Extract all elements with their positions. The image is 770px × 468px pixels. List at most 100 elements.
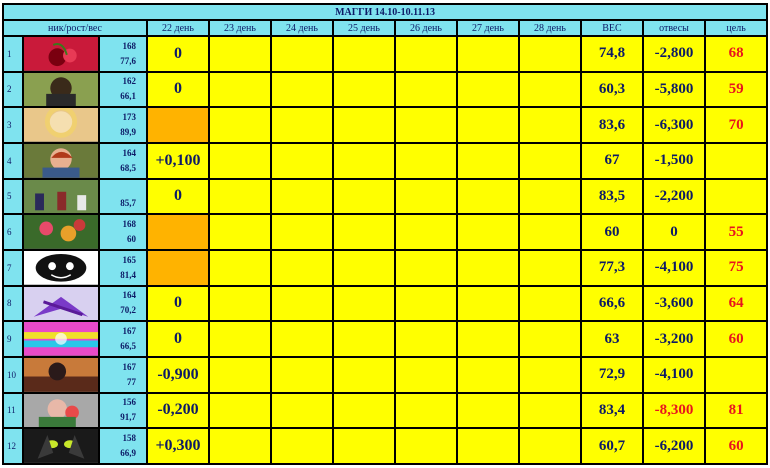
goal-cell[interactable] — [703, 141, 769, 180]
day-28-cell[interactable] — [518, 70, 582, 109]
day-27-cell[interactable] — [456, 177, 520, 216]
day-27-cell[interactable] — [456, 213, 520, 251]
day-27-cell[interactable] — [456, 70, 520, 109]
day-26-cell[interactable] — [394, 355, 458, 394]
day-26-cell[interactable] — [394, 284, 458, 323]
day-22-cell[interactable] — [146, 106, 210, 144]
day-22-cell[interactable]: -0,900 — [146, 355, 210, 394]
day-26-cell[interactable] — [394, 391, 458, 430]
goal-cell[interactable]: 59 — [703, 70, 769, 109]
day-28-cell[interactable] — [518, 284, 582, 323]
day-26-cell[interactable] — [394, 213, 458, 251]
day-25-cell[interactable] — [332, 248, 396, 287]
weight-cell[interactable]: 66,6 — [580, 284, 644, 323]
day-25-cell[interactable] — [332, 355, 396, 394]
day-27-cell[interactable] — [456, 427, 520, 465]
loss-cell[interactable]: -6,300 — [642, 106, 706, 144]
weight-cell[interactable]: 60 — [580, 213, 644, 251]
day-24-cell[interactable] — [270, 106, 334, 144]
day-22-cell[interactable]: +0,100 — [146, 141, 210, 180]
day-26-cell[interactable] — [394, 427, 458, 465]
day-25-cell[interactable] — [332, 141, 396, 180]
day-24-cell[interactable] — [270, 391, 334, 430]
day-27-cell[interactable] — [456, 320, 520, 358]
day-23-cell[interactable] — [208, 213, 272, 251]
day-24-cell[interactable] — [270, 355, 334, 394]
day-25-cell[interactable] — [332, 177, 396, 216]
day-23-cell[interactable] — [208, 320, 272, 358]
loss-cell[interactable]: -5,800 — [642, 70, 706, 109]
goal-cell[interactable]: 70 — [703, 106, 769, 144]
day-23-cell[interactable] — [208, 355, 272, 394]
loss-cell[interactable]: -4,100 — [642, 355, 706, 394]
day-23-cell[interactable] — [208, 106, 272, 144]
day-24-cell[interactable] — [270, 320, 334, 358]
goal-cell[interactable]: 81 — [703, 391, 769, 430]
day-22-cell[interactable]: 0 — [146, 177, 210, 216]
day-27-cell[interactable] — [456, 106, 520, 144]
day-22-cell[interactable]: 0 — [146, 320, 210, 358]
weight-cell[interactable]: 83,4 — [580, 391, 644, 430]
day-25-cell[interactable] — [332, 213, 396, 251]
day-23-cell[interactable] — [208, 177, 272, 216]
day-23-cell[interactable] — [208, 391, 272, 430]
day-27-cell[interactable] — [456, 35, 520, 73]
weight-cell[interactable]: 67 — [580, 141, 644, 180]
day-25-cell[interactable] — [332, 391, 396, 430]
day-28-cell[interactable] — [518, 35, 582, 73]
day-25-cell[interactable] — [332, 106, 396, 144]
day-25-cell[interactable] — [332, 284, 396, 323]
weight-cell[interactable]: 83,6 — [580, 106, 644, 144]
day-27-cell[interactable] — [456, 248, 520, 287]
day-22-cell[interactable]: -0,200 — [146, 391, 210, 430]
day-25-cell[interactable] — [332, 35, 396, 73]
day-23-cell[interactable] — [208, 35, 272, 73]
day-23-cell[interactable] — [208, 284, 272, 323]
loss-cell[interactable]: -4,100 — [642, 248, 706, 287]
loss-cell[interactable]: -8,300 — [642, 391, 706, 430]
day-23-cell[interactable] — [208, 141, 272, 180]
loss-cell[interactable]: -3,200 — [642, 320, 706, 358]
day-22-cell[interactable] — [146, 213, 210, 251]
day-24-cell[interactable] — [270, 213, 334, 251]
day-23-cell[interactable] — [208, 248, 272, 287]
day-25-cell[interactable] — [332, 427, 396, 465]
day-27-cell[interactable] — [456, 284, 520, 323]
day-28-cell[interactable] — [518, 177, 582, 216]
day-24-cell[interactable] — [270, 284, 334, 323]
day-22-cell[interactable]: 0 — [146, 35, 210, 73]
weight-cell[interactable]: 60,7 — [580, 427, 644, 465]
day-26-cell[interactable] — [394, 106, 458, 144]
day-26-cell[interactable] — [394, 70, 458, 109]
day-26-cell[interactable] — [394, 177, 458, 216]
day-28-cell[interactable] — [518, 427, 582, 465]
day-28-cell[interactable] — [518, 213, 582, 251]
day-24-cell[interactable] — [270, 427, 334, 465]
day-25-cell[interactable] — [332, 70, 396, 109]
day-27-cell[interactable] — [456, 391, 520, 430]
goal-cell[interactable]: 60 — [703, 427, 769, 465]
day-22-cell[interactable]: 0 — [146, 284, 210, 323]
goal-cell[interactable]: 75 — [703, 248, 769, 287]
day-24-cell[interactable] — [270, 141, 334, 180]
goal-cell[interactable]: 68 — [703, 35, 769, 73]
weight-cell[interactable]: 74,8 — [580, 35, 644, 73]
day-23-cell[interactable] — [208, 427, 272, 465]
loss-cell[interactable]: -3,600 — [642, 284, 706, 323]
day-26-cell[interactable] — [394, 248, 458, 287]
goal-cell[interactable] — [703, 177, 769, 216]
day-23-cell[interactable] — [208, 70, 272, 109]
goal-cell[interactable]: 64 — [703, 284, 769, 323]
day-28-cell[interactable] — [518, 391, 582, 430]
day-26-cell[interactable] — [394, 35, 458, 73]
day-28-cell[interactable] — [518, 106, 582, 144]
day-22-cell[interactable] — [146, 248, 210, 287]
day-24-cell[interactable] — [270, 70, 334, 109]
loss-cell[interactable]: -6,200 — [642, 427, 706, 465]
day-24-cell[interactable] — [270, 35, 334, 73]
day-28-cell[interactable] — [518, 355, 582, 394]
weight-cell[interactable]: 77,3 — [580, 248, 644, 287]
weight-cell[interactable]: 72,9 — [580, 355, 644, 394]
day-22-cell[interactable]: 0 — [146, 70, 210, 109]
day-28-cell[interactable] — [518, 248, 582, 287]
